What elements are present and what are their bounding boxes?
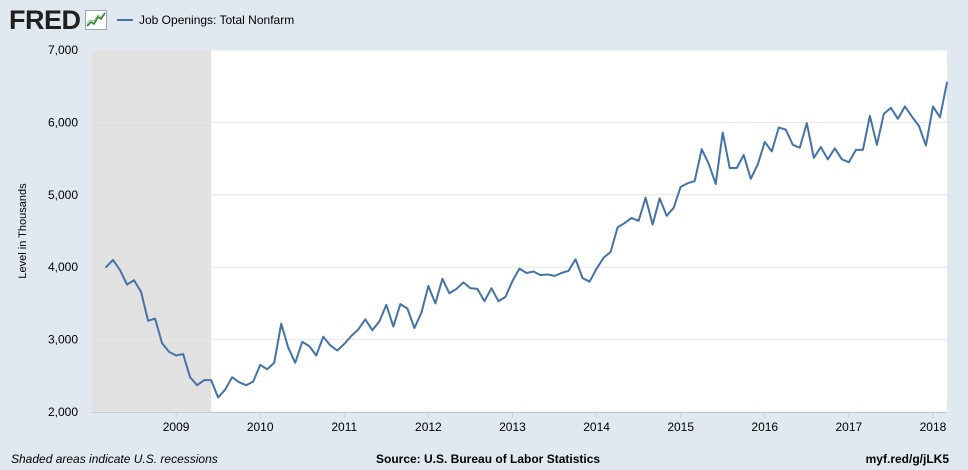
recession-band-0 — [92, 50, 212, 412]
y-tick-label: 4,000 — [48, 260, 78, 274]
recession-note: Shaded areas indicate U.S. recessions — [11, 452, 218, 466]
recession-layer — [92, 50, 212, 412]
logo-text: FRED — [9, 4, 81, 35]
x-tick-label: 2017 — [836, 420, 863, 434]
legend-line-swatch — [117, 19, 133, 21]
y-tick-label: 3,000 — [48, 333, 78, 347]
fred-logo[interactable]: FRED — [9, 4, 107, 36]
y-tick-label: 7,000 — [48, 43, 78, 57]
x-tick-label: 2012 — [415, 420, 442, 434]
graph-footer: Shaded areas indicate U.S. recessions So… — [0, 450, 968, 468]
y-axis: 2,000 3,000 4,000 5,000 6,000 7,000 — [48, 43, 78, 419]
x-tick-label: 2015 — [667, 420, 694, 434]
y-tick-label: 2,000 — [48, 405, 78, 419]
legend-series-label: Job Openings: Total Nonfarm — [139, 13, 295, 27]
x-tick-label: 2016 — [751, 420, 778, 434]
source-text: Source: U.S. Bureau of Labor Statistics — [376, 452, 601, 466]
series-layer — [105, 81, 948, 399]
x-tick-label: 2010 — [247, 420, 274, 434]
y-tick-label: 5,000 — [48, 188, 78, 202]
fred-chart-icon — [84, 10, 107, 30]
x-tick-label: 2018 — [920, 420, 947, 434]
x-tick-label: 2014 — [583, 420, 610, 434]
short-url-link[interactable]: myf.red/g/jLK5 — [865, 452, 949, 466]
y-tick-label: 6,000 — [48, 115, 78, 129]
chart-legend[interactable]: Job Openings: Total Nonfarm — [117, 12, 294, 28]
x-tick-label: 2013 — [499, 420, 526, 434]
x-tick-label: 2009 — [163, 420, 190, 434]
series-line-0[interactable] — [105, 81, 948, 399]
plot-background — [92, 50, 947, 412]
x-axis: 2009 2010 2011 2012 2013 2014 2015 2016 2017 2018 — [92, 412, 947, 434]
x-tick-label: 2011 — [331, 420, 357, 434]
graph-header: FRED Job Openings: Total Nonfarm — [0, 0, 968, 40]
y-axis-label: Level in Thousands — [17, 183, 29, 279]
